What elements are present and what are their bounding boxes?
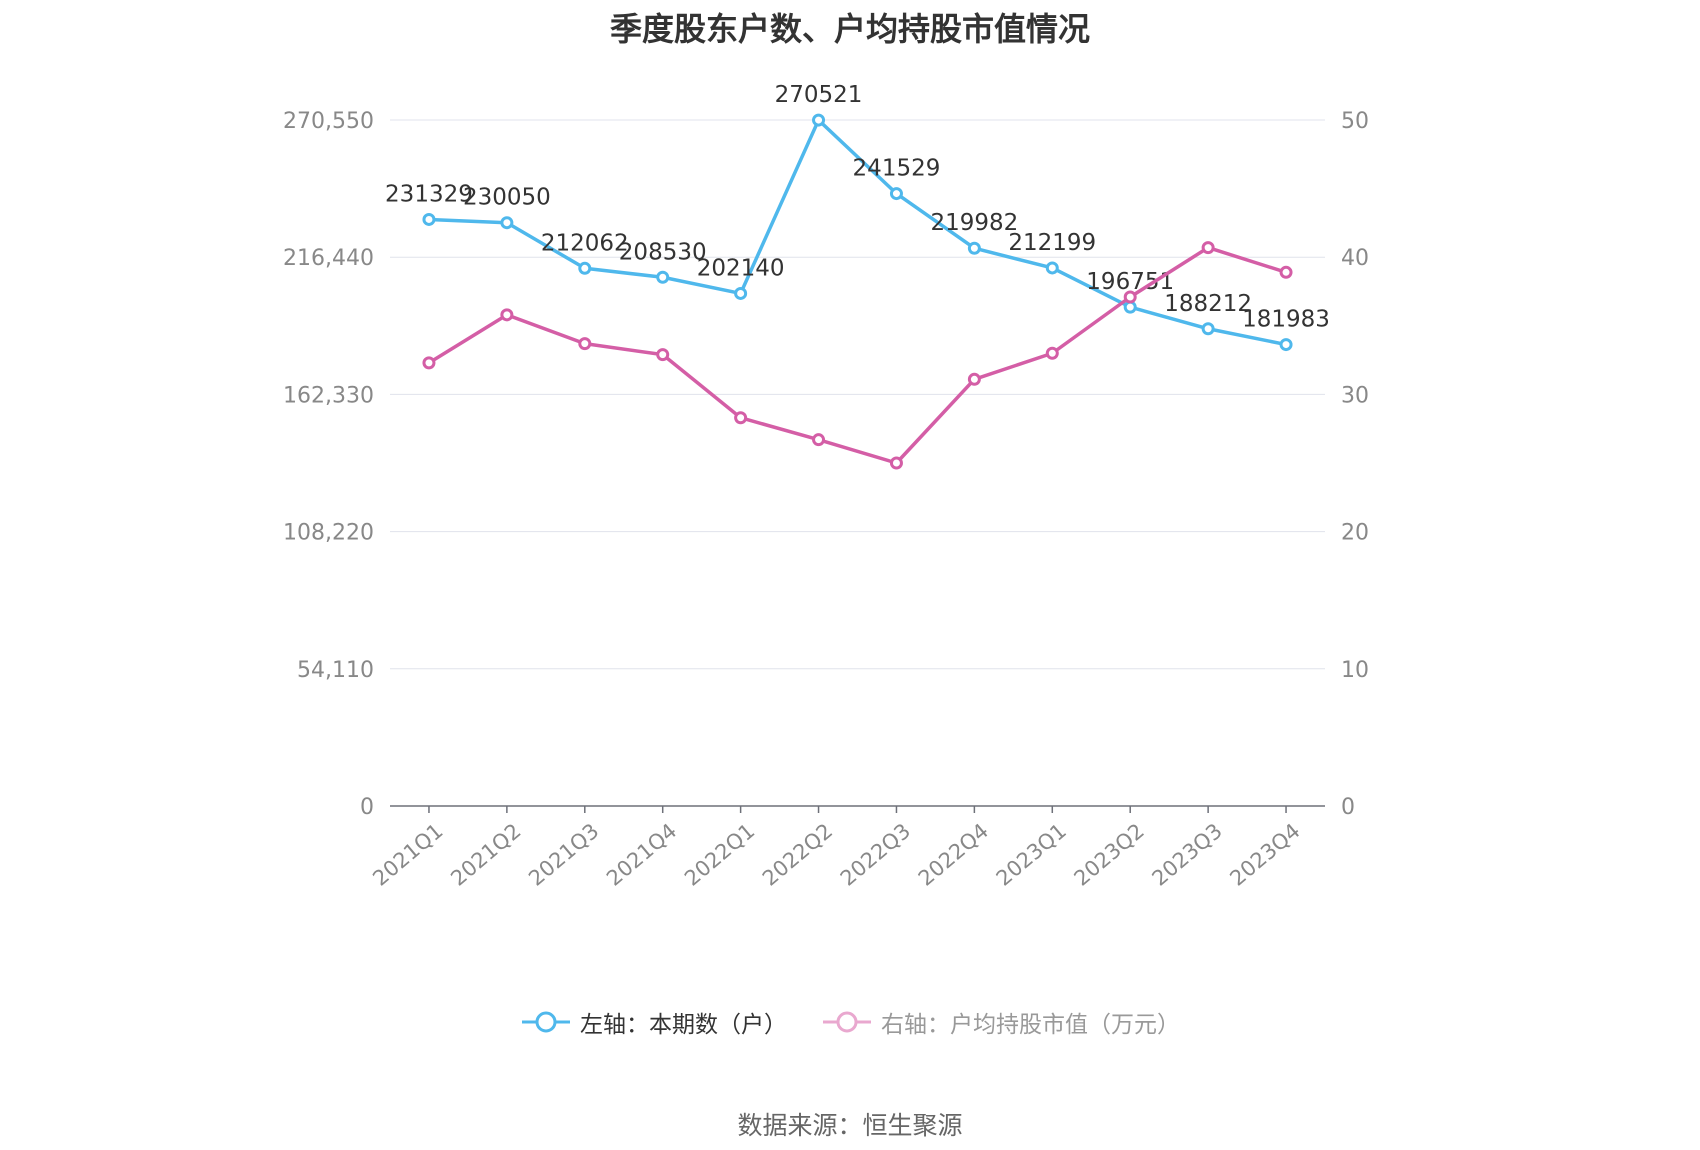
data-point (1045, 261, 1059, 275)
data-point (422, 356, 436, 370)
x-tick-label: 2021Q4 (602, 819, 681, 891)
data-point (1045, 346, 1059, 360)
data-point (1123, 300, 1137, 314)
legend-label-households: 左轴：本期数（户） (580, 1012, 787, 1038)
data-label: 188212 (1164, 291, 1252, 317)
x-tick-label: 2021Q2 (446, 819, 525, 891)
x-tick-label: 2022Q2 (758, 819, 837, 891)
data-label: 212062 (541, 230, 629, 256)
data-label: 230050 (463, 185, 551, 211)
data-point (656, 348, 670, 362)
legend-marker-households (522, 1011, 570, 1033)
data-point (1279, 265, 1293, 279)
data-point (578, 337, 592, 351)
data-label: 181983 (1242, 307, 1330, 333)
data-point (500, 308, 514, 322)
legend-marker-avg-value (823, 1011, 871, 1033)
data-label: 241529 (853, 156, 941, 182)
data-label: 212199 (1008, 230, 1096, 256)
data-point (889, 456, 903, 470)
series-line-avg-value (428, 245, 1287, 465)
y-left-tick-label: 108,220 (283, 521, 374, 546)
data-point (1123, 290, 1137, 304)
x-tick-label: 2023Q4 (1225, 819, 1304, 891)
data-point (734, 411, 748, 425)
data-point (578, 261, 592, 275)
y-right-tick-label: 40 (1341, 246, 1369, 271)
chart-title: 季度股东户数、户均持股市值情况 (609, 10, 1090, 48)
y-left-tick-label: 54,110 (297, 658, 374, 683)
data-point (812, 433, 826, 447)
y-left-tick-label: 216,440 (283, 246, 374, 271)
data-label: 219982 (930, 210, 1018, 236)
data-point (656, 270, 670, 284)
data-point (1201, 322, 1215, 336)
data-point (967, 372, 981, 386)
data-source: 数据来源：恒生聚源 (737, 1111, 963, 1140)
data-label: 202140 (697, 255, 785, 281)
x-tick-label: 2022Q1 (680, 819, 759, 891)
x-tick-label: 2022Q3 (836, 819, 915, 891)
y-right-tick-label: 20 (1341, 521, 1369, 546)
x-tick-label: 2022Q4 (914, 819, 993, 891)
y-right-tick-label: 30 (1341, 383, 1369, 408)
data-point (500, 216, 514, 230)
data-point (889, 187, 903, 201)
data-point (1279, 338, 1293, 352)
legend-item-households[interactable]: 左轴：本期数（户） (520, 1005, 787, 1039)
legend-label-avg-value: 右轴：户均持股市值（万元） (881, 1012, 1180, 1038)
data-point (812, 113, 826, 127)
y-right-tick-label: 50 (1341, 109, 1369, 134)
data-point (1201, 241, 1215, 255)
data-point (734, 286, 748, 300)
data-label: 231329 (385, 181, 473, 207)
x-tick-label: 2023Q1 (992, 819, 1071, 891)
y-left-tick-label: 162,330 (283, 383, 374, 408)
series-line-households (428, 118, 1287, 347)
x-tick-label: 2023Q3 (1148, 819, 1227, 891)
data-label: 208530 (619, 239, 707, 265)
legend-item-avg-value[interactable]: 右轴：户均持股市值（万元） (821, 1005, 1180, 1039)
y-left-tick-label: 270,550 (283, 109, 374, 134)
x-tick-label: 2023Q2 (1070, 819, 1149, 891)
x-tick-label: 2021Q3 (524, 819, 603, 891)
x-tick-label: 2021Q1 (368, 819, 447, 891)
data-label: 270521 (775, 82, 863, 108)
y-right-tick-label: 10 (1341, 658, 1369, 683)
y-left-tick-label: 0 (360, 795, 374, 820)
legend: 左轴：本期数（户） 右轴：户均持股市值（万元） (0, 1005, 1700, 1039)
data-point (967, 241, 981, 255)
data-point (422, 212, 436, 226)
y-right-tick-label: 0 (1341, 795, 1355, 820)
